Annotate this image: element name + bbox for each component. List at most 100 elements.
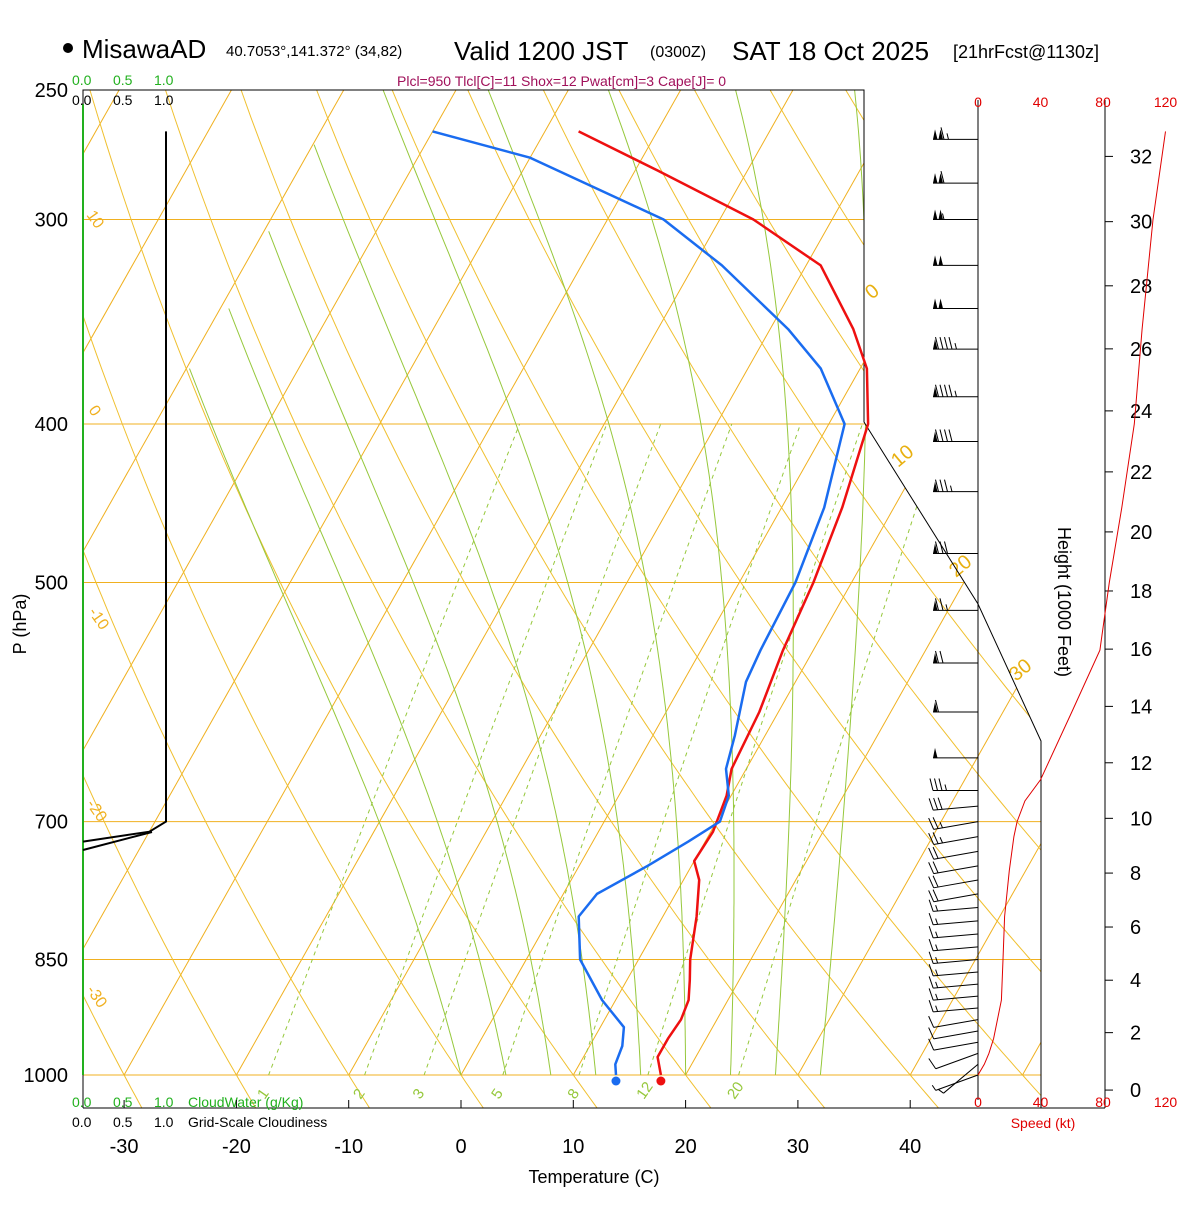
x-axis-label: Temperature (C): [528, 1167, 659, 1187]
wind-speed-tick-bottom-120: 120: [1154, 1094, 1178, 1110]
height-tick-20: 20: [1130, 522, 1152, 544]
wind-barb-staff: [933, 934, 978, 938]
cloudiness-scale-bottom-0: 0.0: [72, 1114, 92, 1130]
wind-barb-staff: [944, 1064, 978, 1093]
wind-barb-halfflag: [932, 1085, 935, 1090]
isotherm-label-10: 10: [83, 208, 107, 232]
wind-barb-flag: [929, 848, 934, 859]
wind-barb-flag: [929, 1039, 934, 1050]
cloudiness-scale-bottom-05: 0.5: [113, 1114, 133, 1130]
valid-date: SAT 18 Oct 2025: [732, 36, 929, 66]
pressure-tick-250: 250: [35, 80, 68, 102]
wind-barb-9: [929, 964, 978, 976]
mixing-ratio-line-2: [365, 424, 607, 1075]
temperature-tick-0: 0: [455, 1136, 466, 1158]
wind-barb-flag: [945, 337, 948, 349]
cloudiness-label: Grid-Scale Cloudiness: [188, 1114, 327, 1130]
wind-barb-flag: [934, 798, 938, 810]
wind-barb-halfflag: [936, 905, 938, 911]
wind-barb-halfflag: [955, 343, 957, 349]
cloudwater-label: CloudWater (g/Kg): [188, 1094, 303, 1110]
temperature-tick-10: 10: [562, 1136, 584, 1158]
wind-barb-staff: [934, 880, 978, 888]
cloudiness-scale-top-05: 0.5: [113, 92, 133, 108]
wind-barb-1: [939, 1064, 978, 1093]
moist-adiabat-12: [314, 145, 596, 1075]
temperature-tick--20: -20: [222, 1136, 251, 1158]
cloudwater-scale-bottom-0: 0.0: [72, 1094, 92, 1110]
pressure-tick-850: 850: [35, 950, 68, 972]
wind-barb-flag: [929, 900, 933, 912]
station-marker-icon: [63, 43, 73, 53]
mixing-ratio-label-20: 20: [724, 1079, 747, 1102]
isotherm--90: [0, 90, 7, 1075]
temperature-tick--10: -10: [334, 1136, 363, 1158]
height-tick-12: 12: [1130, 753, 1152, 775]
wind-barb-flag: [949, 337, 952, 349]
wind-barb-halfflag: [936, 994, 938, 1000]
wind-barb-flag: [929, 1058, 936, 1068]
wind-barb-31: [933, 337, 978, 349]
wind-barb-25: [933, 651, 978, 663]
forecast-info: [21hrFcst@1130z]: [953, 42, 1099, 62]
wind-barb-halfflag: [940, 837, 943, 843]
height-tick-16: 16: [1130, 639, 1152, 661]
wind-barb-29: [933, 429, 978, 441]
wind-speed-tick-top-80: 80: [1095, 94, 1111, 110]
cloudiness-scale-top-1: 1.0: [154, 92, 174, 108]
pressure-tick-300: 300: [35, 210, 68, 232]
isotherm-label--30: -30: [83, 983, 110, 1012]
wind-barb-flag: [929, 1016, 934, 1027]
diagram-background-lines: [0, 61, 1200, 1110]
height-tick-32: 32: [1130, 146, 1152, 168]
cloudwater-scale-bottom-1: 1.0: [154, 1094, 174, 1110]
pressure-tick-1000: 1000: [24, 1065, 69, 1087]
wind-barb-3: [929, 1039, 978, 1050]
cloudwater-scale-top-0: 0.0: [72, 72, 92, 88]
wind-barb-halfflag: [946, 604, 948, 610]
dry-adiabat-120: [903, 61, 1200, 1110]
wind-barb-halfflag: [936, 932, 938, 938]
station-coords: 40.7053°,141.372° (34,82): [226, 43, 402, 60]
temperature-surface-marker: [656, 1077, 665, 1086]
height-tick-24: 24: [1130, 401, 1152, 423]
wind-speed-tick-top-0: 0: [974, 94, 982, 110]
wind-barb-flag: [940, 337, 943, 349]
temperature-tick-30: 30: [787, 1136, 809, 1158]
wind-barb-staff: [933, 996, 978, 1000]
height-tick-28: 28: [1130, 276, 1152, 298]
wind-barb-flag: [929, 926, 933, 938]
wind-barb-halfflag: [955, 391, 957, 397]
stability-params: Plcl=950 Tlcl[C]=11 Shox=12 Pwat[cm]=3 C…: [397, 73, 726, 89]
wind-barb-5: [929, 1016, 978, 1027]
wind-barb-flag: [929, 798, 933, 810]
pressure-tick-700: 700: [35, 812, 68, 834]
moist-adiabat-8: [269, 231, 551, 1075]
wind-barb-flag: [945, 480, 948, 492]
wind-barb-34: [933, 210, 978, 220]
wind-barb-flag: [929, 877, 934, 888]
pressure-tick-400: 400: [35, 414, 68, 436]
wind-barb-staff: [934, 894, 978, 902]
wind-barb-flag: [940, 651, 943, 663]
dry-adiabat-50: [380, 61, 1054, 1110]
dry-adiabat-0: [7, 61, 485, 1110]
wind-barb-flag: [930, 778, 933, 790]
wind-barb-flag: [933, 890, 938, 901]
valid-time: Valid 1200 JST: [454, 36, 629, 66]
wind-barb-30: [933, 385, 978, 397]
wind-barb-flag: [935, 778, 938, 790]
wind-speed-tick-bottom-0: 0: [974, 1094, 982, 1110]
wind-barb-15: [929, 890, 978, 902]
wind-barb-halfflag: [947, 133, 949, 139]
wind-barb-pennant: [933, 298, 938, 308]
pressure-tick-500: 500: [35, 573, 68, 595]
wind-barb-flag: [929, 952, 933, 964]
height-axis-label: Height (1000 Feet): [1054, 527, 1074, 677]
wind-speed-tick-bottom-40: 40: [1033, 1094, 1049, 1110]
wind-barb-flag: [940, 598, 943, 610]
wind-barb-28: [933, 480, 978, 492]
